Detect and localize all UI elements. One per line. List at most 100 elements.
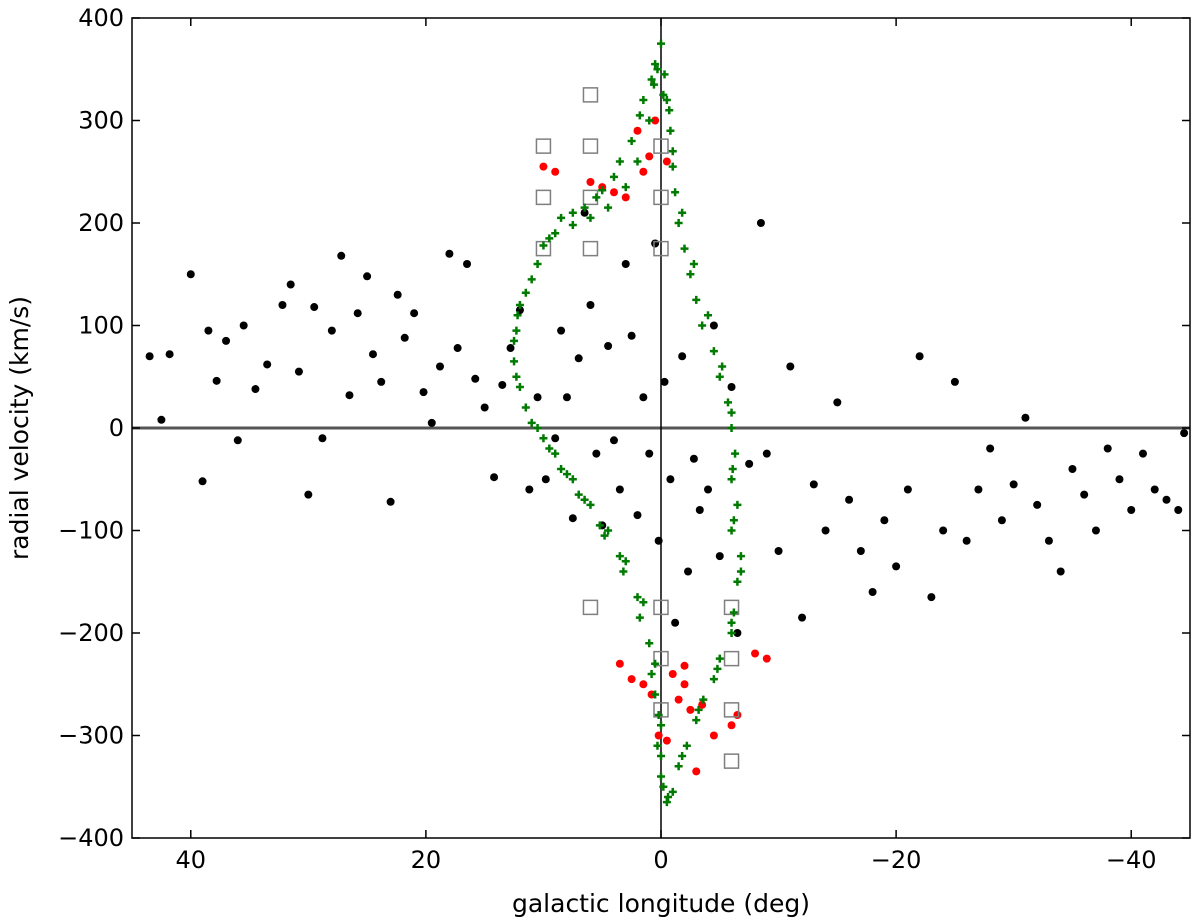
data-point [498, 380, 507, 389]
data-point [557, 465, 566, 473]
data-point [684, 567, 693, 576]
data-point [645, 116, 654, 125]
data-point [1021, 413, 1030, 422]
data-point [615, 485, 624, 494]
data-point [657, 772, 665, 781]
data-point [639, 598, 648, 607]
data-point [521, 288, 530, 297]
data-point [671, 618, 680, 627]
data-point [353, 309, 362, 318]
data-point [545, 444, 554, 453]
data-point [621, 260, 630, 268]
data-point [662, 96, 671, 104]
data-point [1174, 506, 1183, 514]
data-point [727, 383, 736, 391]
data-point [1127, 506, 1136, 514]
data-point [1103, 444, 1112, 453]
data-point [513, 311, 522, 320]
data-point [762, 449, 771, 458]
data-point [410, 309, 419, 318]
data-point [686, 705, 695, 714]
data-point [678, 208, 687, 217]
data-point [751, 649, 760, 658]
data-point [635, 111, 644, 120]
data-point [657, 721, 665, 730]
data-point [592, 449, 601, 458]
data-point [733, 500, 742, 509]
data-point [657, 752, 665, 760]
data-point [490, 473, 499, 482]
data-point [1138, 449, 1147, 458]
data-point [1080, 490, 1089, 499]
data-point [592, 193, 601, 202]
data-point [786, 362, 795, 371]
data-point [318, 434, 327, 443]
data-point [653, 599, 669, 616]
data-point [651, 659, 660, 668]
data-point [651, 60, 660, 69]
data-point [627, 675, 636, 684]
x-tick-label: 20 [411, 846, 442, 874]
data-point [198, 477, 207, 486]
data-point [728, 465, 737, 473]
x-axis-title: galactic longitude (deg) [512, 889, 810, 918]
data-point [533, 393, 542, 402]
data-point [774, 547, 783, 555]
series-2 [535, 87, 740, 769]
data-point [615, 552, 624, 561]
data-point [580, 203, 589, 212]
data-point [660, 377, 669, 386]
data-point [674, 219, 683, 227]
data-point [686, 270, 695, 279]
data-point [580, 208, 589, 217]
y-tick-label: 300 [78, 107, 124, 135]
data-point [551, 449, 560, 458]
data-point [723, 753, 740, 769]
data-point [304, 490, 313, 499]
data-point [665, 106, 674, 115]
data-point [733, 577, 742, 586]
data-point [512, 372, 521, 381]
data-point [647, 75, 656, 84]
data-point [586, 500, 595, 509]
data-point [653, 65, 662, 74]
data-point [533, 260, 542, 268]
data-point [709, 347, 718, 356]
data-point [627, 331, 636, 340]
data-point [598, 186, 607, 195]
data-point [400, 333, 409, 342]
data-point [345, 391, 354, 400]
data-point [580, 495, 589, 504]
data-point [678, 752, 687, 760]
data-point [233, 436, 242, 445]
data-point [609, 188, 618, 197]
zero-reference-lines [132, 18, 1190, 838]
data-point [582, 138, 599, 154]
data-point [689, 454, 698, 463]
data-point [480, 403, 489, 412]
series-1 [539, 116, 771, 776]
data-point [633, 157, 642, 166]
data-point [595, 521, 604, 530]
data-point [653, 650, 669, 667]
data-point [715, 654, 724, 663]
data-point [445, 249, 454, 258]
data-point [798, 613, 807, 622]
data-point [1180, 429, 1189, 438]
data-point [535, 138, 552, 154]
data-point [535, 189, 552, 206]
data-point [731, 449, 740, 458]
data-point [653, 741, 662, 750]
data-point [562, 470, 571, 479]
data-point [453, 344, 462, 353]
data-point [756, 219, 765, 227]
data-point [386, 497, 395, 506]
data-point [633, 593, 642, 602]
data-point [704, 311, 713, 320]
data-point [586, 178, 595, 186]
data-point [510, 336, 519, 345]
data-point [845, 495, 854, 504]
data-point [186, 270, 195, 279]
